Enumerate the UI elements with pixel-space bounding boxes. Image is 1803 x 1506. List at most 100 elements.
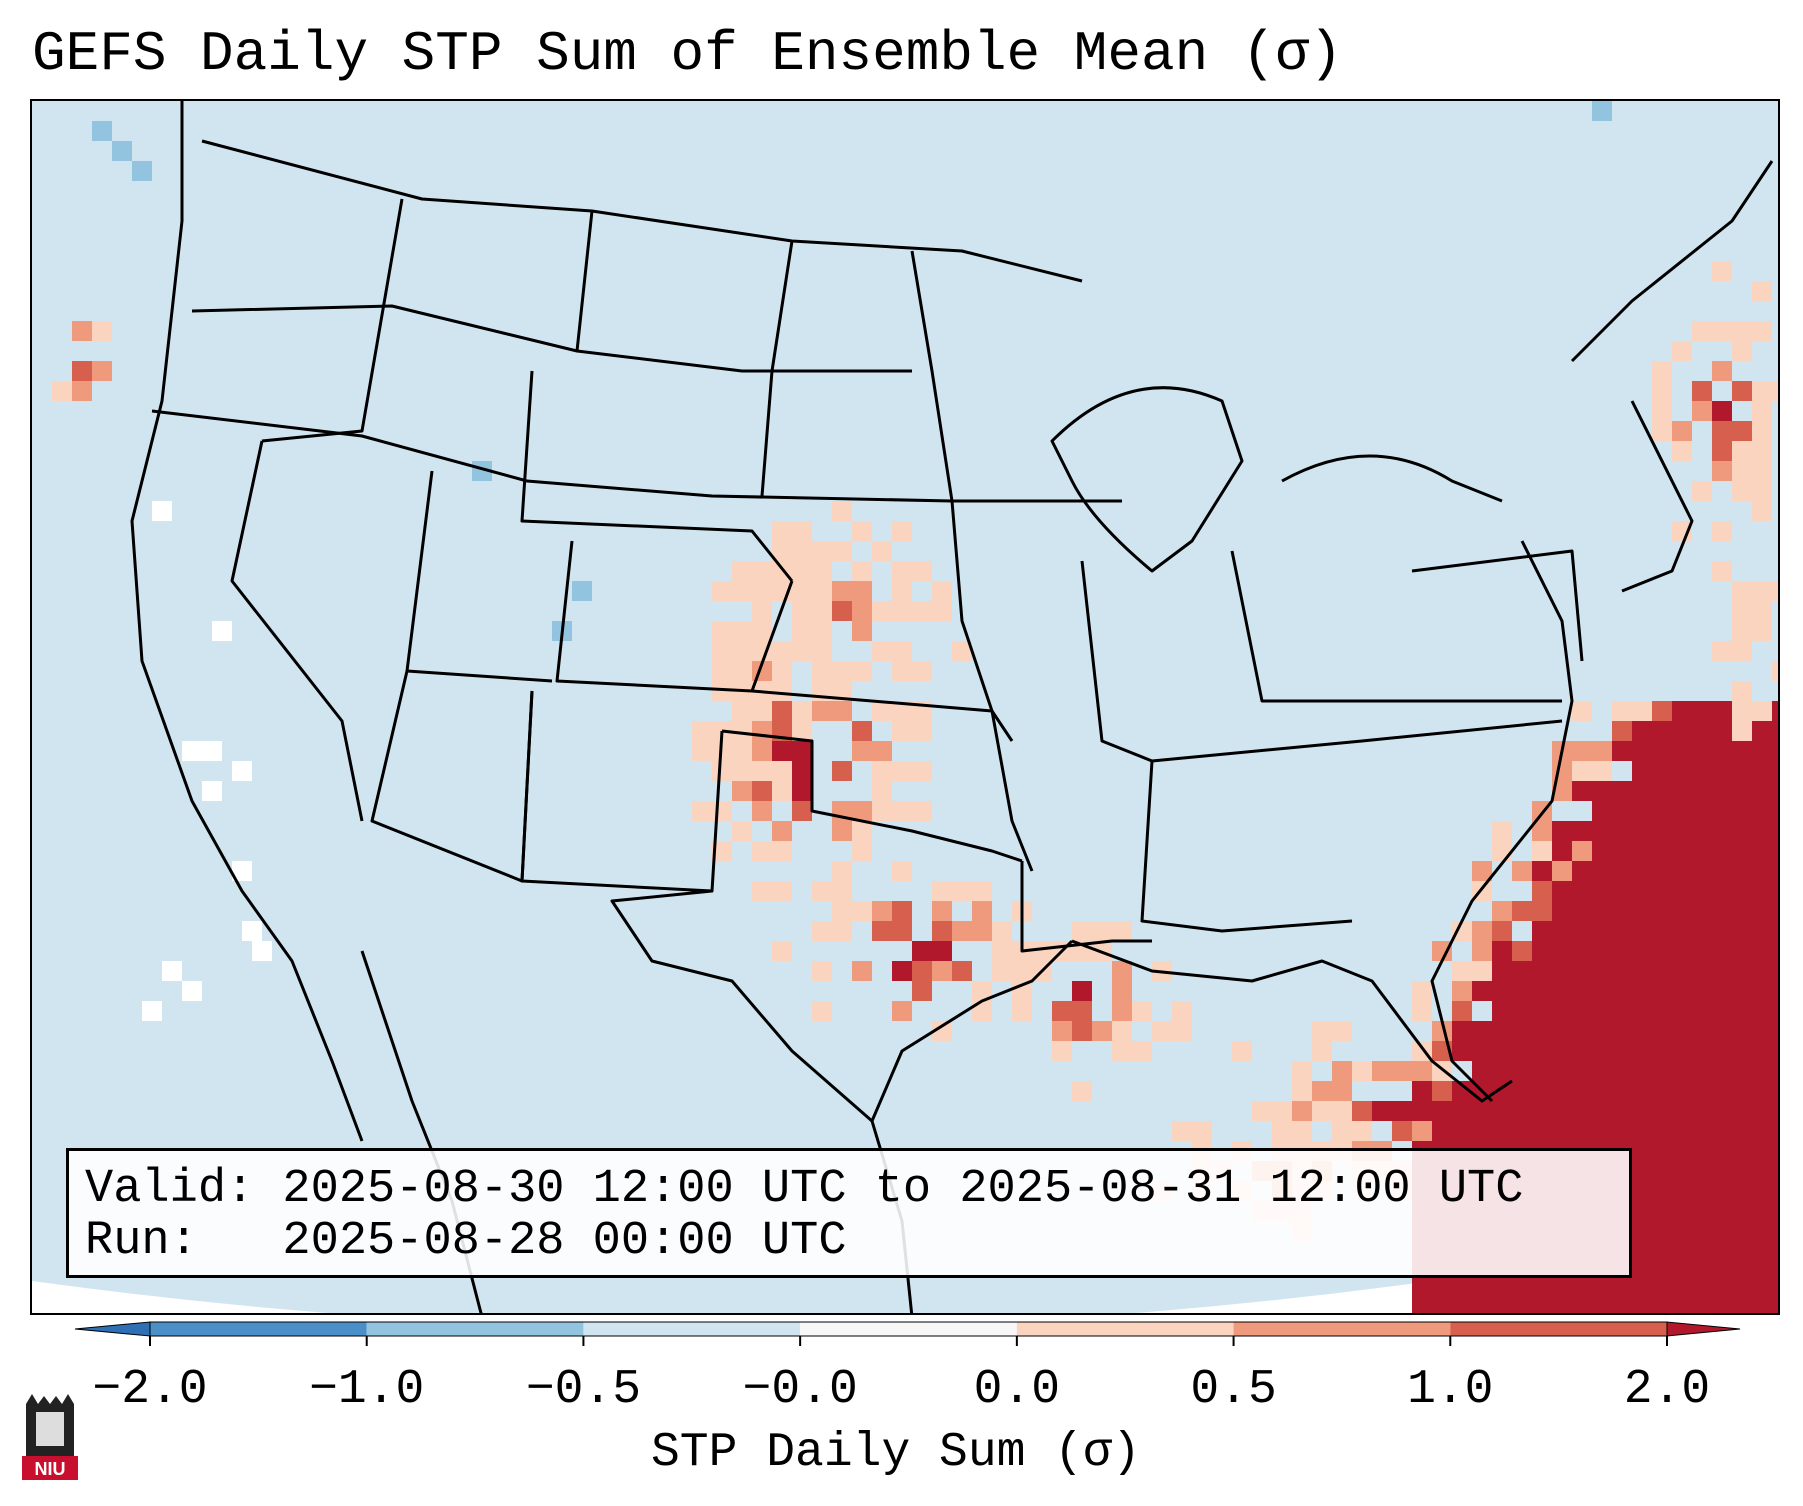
field-cell (812, 601, 832, 621)
field-cell (1492, 1021, 1512, 1041)
field-cell (792, 561, 812, 581)
field-cell (1692, 721, 1712, 741)
field-cell (912, 981, 932, 1001)
field-cell (1692, 1221, 1712, 1241)
field-cell (1652, 1021, 1672, 1041)
field-cell (1752, 1181, 1772, 1201)
field-cell (872, 761, 892, 781)
field-cell (1692, 901, 1712, 921)
field-cell (1592, 761, 1612, 781)
missouri-iowa-line (950, 500, 1034, 872)
field-cell (992, 961, 1012, 981)
field-cell (1732, 761, 1752, 781)
field-cell (1612, 781, 1632, 801)
field-cell (1752, 1301, 1772, 1313)
field-cell (1632, 1221, 1652, 1241)
field-cell (1732, 1001, 1752, 1021)
field-cell (1512, 1301, 1532, 1313)
field-cell (1692, 1261, 1712, 1281)
field-cell (1612, 961, 1632, 981)
field-cell (1672, 1141, 1692, 1161)
field-cell (1692, 961, 1712, 981)
field-cell (1772, 1241, 1778, 1261)
field-cell (1752, 961, 1772, 981)
field-cell (1752, 1281, 1772, 1301)
field-cell (1672, 1021, 1692, 1041)
field-cell (1652, 881, 1672, 901)
field-cell (1772, 821, 1778, 841)
field-cell (1532, 1081, 1552, 1101)
field-cell (772, 761, 792, 781)
field-cell (1712, 821, 1732, 841)
field-cell (1672, 761, 1692, 781)
field-cell (1712, 1201, 1732, 1221)
field-cell (1772, 961, 1778, 981)
field-cell (1752, 741, 1772, 761)
mn-border (910, 250, 954, 502)
field-cell (1712, 1241, 1732, 1261)
field-cell (1012, 1001, 1032, 1021)
field-cell (1572, 1081, 1592, 1101)
field-cell (1632, 741, 1652, 761)
field-cell (1672, 841, 1692, 861)
field-cell (1112, 961, 1132, 981)
field-cell (832, 501, 852, 521)
field-cell (1632, 1141, 1652, 1161)
field-cell (1652, 821, 1672, 841)
field-cell (1772, 1141, 1778, 1161)
field-cell (1492, 941, 1512, 961)
field-cell (1412, 1281, 1432, 1301)
field-cell (1772, 1201, 1778, 1221)
field-cell (1752, 581, 1772, 601)
field-cell (1772, 381, 1778, 401)
field-cell (1652, 1261, 1672, 1281)
colorbar-label: STP Daily Sum (σ) (651, 1426, 1141, 1480)
field-cell (1632, 921, 1652, 941)
field-cell (1612, 1041, 1632, 1061)
negative-cell (132, 161, 152, 181)
field-cell (1472, 861, 1492, 881)
field-cell (1732, 381, 1752, 401)
field-cell (1592, 1041, 1612, 1061)
neutral-cell (142, 1001, 162, 1021)
field-cell (772, 841, 792, 861)
field-cell (1612, 821, 1632, 841)
field-cell (1712, 961, 1732, 981)
field-cell (852, 661, 872, 681)
field-cell (1752, 1061, 1772, 1081)
field-cell (1572, 861, 1592, 881)
field-cell (1712, 801, 1732, 821)
field-cell (1572, 961, 1592, 981)
colorbar-tick-label: 2.0 (1623, 1363, 1711, 1417)
field-cell (1092, 921, 1112, 941)
field-cell (792, 641, 812, 661)
field-cell (1512, 901, 1532, 921)
field-cell (1692, 1021, 1712, 1041)
field-cell (1412, 1001, 1432, 1021)
field-cell (1712, 881, 1732, 901)
field-cell (1552, 941, 1572, 961)
field-cell (1512, 1121, 1532, 1141)
field-cell (1672, 861, 1692, 881)
field-cell (1652, 1161, 1672, 1181)
field-cell (1652, 761, 1672, 781)
field-cell (812, 541, 832, 561)
field-cell (1732, 601, 1752, 621)
valid-run-info-box: Valid: 2025-08-30 12:00 UTC to 2025-08-3… (66, 1148, 1632, 1278)
field-cell (1672, 701, 1692, 721)
field-cell (1732, 881, 1752, 901)
field-cell (1752, 861, 1772, 881)
field-cell (1752, 721, 1772, 741)
field-cell (1072, 1081, 1092, 1101)
field-cell (912, 601, 932, 621)
field-cell (852, 581, 872, 601)
pennsylvania-line (1411, 549, 1584, 662)
field-cell (1652, 1221, 1672, 1241)
field-cell (1752, 801, 1772, 821)
new-england-line (1621, 400, 1694, 593)
field-cell (1732, 481, 1752, 501)
field-cell (1672, 1281, 1692, 1301)
field-cell (952, 921, 972, 941)
field-cell (1552, 881, 1572, 901)
negative-cell (112, 141, 132, 161)
